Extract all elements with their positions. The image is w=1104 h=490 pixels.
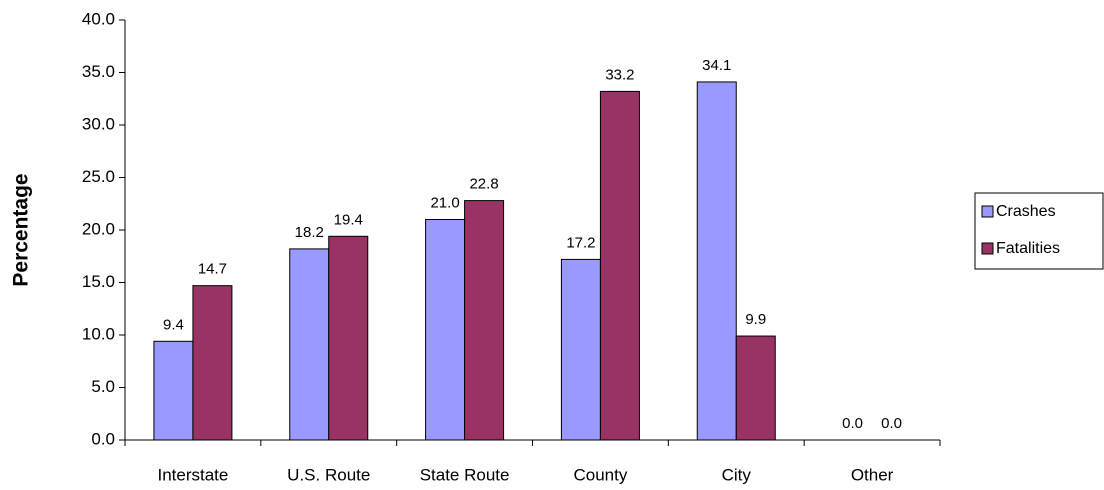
legend-box <box>974 192 1104 270</box>
y-tick-label: 20.0 <box>82 219 115 238</box>
bar <box>289 248 330 441</box>
y-tick-label: 30.0 <box>82 114 115 133</box>
y-tick-label: 5.0 <box>91 377 115 396</box>
bar <box>464 200 505 441</box>
x-tick-label: City <box>722 465 752 484</box>
x-tick-label: State Route <box>420 465 510 484</box>
value-label: 22.8 <box>469 176 498 193</box>
value-label: 9.4 <box>163 316 184 333</box>
value-label: 21.0 <box>430 194 459 211</box>
bar <box>735 335 776 441</box>
x-tick-label: Interstate <box>157 465 228 484</box>
legend-swatch <box>981 242 994 255</box>
y-tick-label: 0.0 <box>91 429 115 448</box>
bar <box>192 285 233 441</box>
x-tick-label: U.S. Route <box>287 465 370 484</box>
legend-label: Fatalities <box>996 240 1060 257</box>
value-label: 18.2 <box>295 224 324 241</box>
value-label: 19.4 <box>334 211 363 228</box>
y-tick-label: 35.0 <box>82 62 115 81</box>
bar <box>153 340 194 441</box>
y-tick-label: 10.0 <box>82 324 115 343</box>
value-label: 14.7 <box>198 261 227 278</box>
y-tick-label: 25.0 <box>82 167 115 186</box>
x-tick-label: Other <box>851 465 894 484</box>
bar <box>696 81 737 441</box>
bar <box>599 90 640 441</box>
bar <box>425 219 466 441</box>
value-label: 34.1 <box>702 57 731 74</box>
value-label: 17.2 <box>566 234 595 251</box>
legend-swatch <box>981 205 994 218</box>
value-label: 0.0 <box>842 415 863 432</box>
value-label: 33.2 <box>605 66 634 83</box>
bar <box>328 235 369 441</box>
y-tick-label: 40.0 <box>82 9 115 28</box>
y-tick-label: 15.0 <box>82 272 115 291</box>
x-tick-label: County <box>573 465 627 484</box>
legend-label: Crashes <box>996 203 1056 220</box>
value-label: 9.9 <box>745 311 766 328</box>
y-axis-title: Percentage <box>10 173 33 286</box>
value-label: 0.0 <box>881 415 902 432</box>
bar <box>560 258 601 441</box>
